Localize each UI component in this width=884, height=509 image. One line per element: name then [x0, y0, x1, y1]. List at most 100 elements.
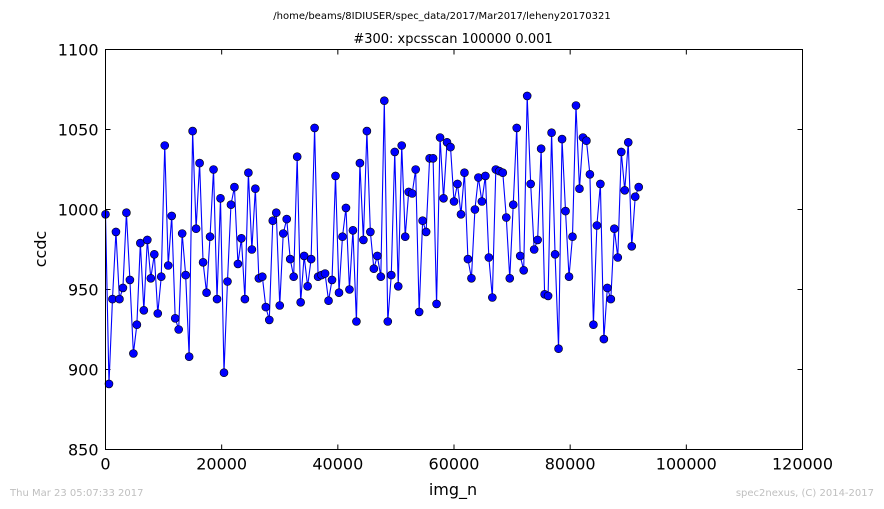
data-point — [603, 283, 612, 293]
data-point — [212, 294, 222, 304]
data-point — [303, 281, 312, 291]
data-point — [435, 133, 445, 142]
data-point — [439, 194, 448, 203]
data-point — [582, 136, 591, 145]
footer-credit: spec2nexus, (C) 2014-2017 — [735, 488, 874, 499]
data-point — [247, 245, 257, 254]
data-point — [418, 216, 427, 225]
data-point — [393, 281, 403, 291]
data-point — [407, 189, 417, 198]
x-tick-label: 40000 — [312, 455, 363, 474]
data-point — [470, 205, 480, 214]
plot-frame — [105, 49, 803, 450]
data-point — [449, 197, 459, 206]
data-point — [488, 293, 497, 302]
data-point — [143, 235, 152, 245]
data-point — [240, 294, 250, 304]
data-point — [331, 171, 340, 181]
data-point — [264, 315, 274, 325]
data-point — [261, 302, 271, 312]
data-point — [446, 142, 455, 152]
data-point — [536, 144, 546, 153]
x-tick-label: 100000 — [656, 455, 717, 474]
data-point — [205, 232, 215, 241]
data-point — [547, 128, 556, 137]
data-point — [146, 273, 156, 283]
data-point — [195, 158, 204, 168]
data-point — [460, 168, 469, 177]
data-point — [627, 242, 637, 251]
data-point — [324, 296, 333, 306]
data-point — [202, 288, 211, 298]
data-point — [289, 272, 298, 282]
data-point — [334, 288, 344, 298]
data-point — [616, 147, 626, 157]
data-point — [139, 305, 149, 315]
data-point — [386, 270, 396, 280]
data-point — [453, 179, 462, 189]
x-tick-label: 20000 — [196, 455, 247, 474]
data-point — [355, 158, 365, 168]
data-point — [226, 200, 236, 209]
y-tick-label: 850 — [68, 441, 99, 460]
data-point — [198, 257, 208, 267]
data-point — [383, 317, 393, 326]
data-point — [508, 200, 518, 209]
chart-suptitle: /home/beams/8IDIUSER/spec_data/2017/Mar2… — [273, 11, 610, 22]
data-point — [606, 294, 616, 304]
data-point — [467, 273, 476, 283]
data-point — [630, 192, 640, 201]
data-point — [456, 210, 466, 219]
data-point — [122, 208, 131, 217]
data-point — [310, 123, 319, 133]
data-point — [156, 272, 166, 282]
data-point — [115, 294, 124, 304]
data-point — [596, 179, 605, 189]
data-point — [132, 320, 142, 330]
data-point — [512, 123, 522, 133]
x-tick-label: 60000 — [429, 455, 480, 474]
data-point — [341, 203, 351, 213]
data-point — [292, 152, 302, 161]
data-point — [299, 251, 309, 261]
data-point — [400, 232, 410, 241]
data-point — [564, 272, 574, 282]
data-point — [320, 269, 330, 278]
x-tick-label: 120000 — [772, 455, 833, 474]
data-point — [345, 285, 354, 294]
data-series — [101, 91, 644, 389]
data-point — [125, 275, 135, 285]
x-axis-label: img_n — [429, 480, 477, 500]
data-point — [366, 227, 375, 237]
chart-title: #300: xpcsscan 100000 0.001 — [353, 32, 552, 47]
data-point — [613, 253, 623, 262]
data-point — [421, 227, 431, 237]
data-point — [585, 170, 595, 179]
data-point — [592, 221, 602, 230]
data-point — [188, 126, 197, 136]
data-point — [223, 277, 232, 286]
data-point — [149, 250, 159, 259]
data-point — [258, 272, 267, 282]
y-tick-label: 950 — [68, 281, 99, 300]
data-point — [550, 250, 560, 259]
data-point — [543, 291, 553, 301]
data-point — [369, 264, 379, 274]
data-point — [167, 211, 177, 221]
data-point — [136, 238, 145, 248]
series-line — [104, 95, 640, 384]
data-point — [184, 352, 194, 362]
data-point — [526, 179, 535, 189]
data-point — [285, 254, 295, 264]
data-point — [163, 261, 173, 270]
data-point — [181, 270, 190, 280]
data-point — [522, 91, 532, 101]
data-point — [118, 283, 128, 293]
data-point — [554, 344, 563, 354]
data-point — [397, 141, 407, 150]
y-tick-label: 1100 — [58, 41, 99, 60]
data-point — [327, 275, 337, 285]
data-point — [104, 379, 114, 389]
data-point — [348, 226, 358, 235]
